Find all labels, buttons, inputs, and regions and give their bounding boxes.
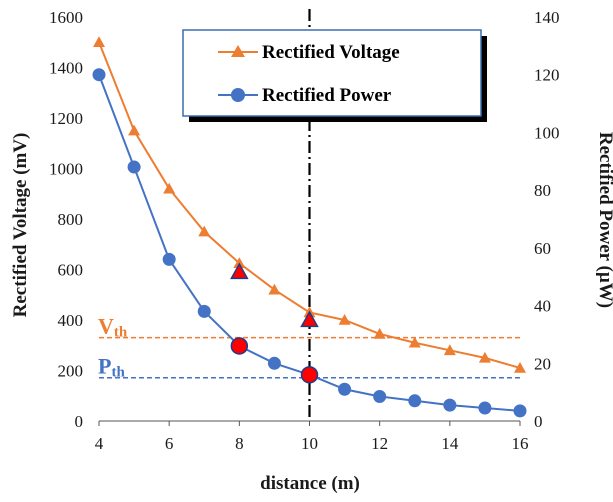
y-tick-label: 1400 [49, 59, 83, 78]
y2-tick-label: 120 [534, 66, 560, 85]
y2-tick-label: 100 [534, 123, 560, 142]
legend: Rectified Voltage Rectified Power [182, 29, 487, 122]
highlight-triangle [230, 262, 249, 280]
power-point [513, 404, 527, 418]
y-tick-label: 200 [58, 362, 84, 381]
y-axis-title: Rectified Voltage (mV) [10, 133, 31, 318]
voltage-point [408, 336, 421, 348]
x-tick-label: 8 [235, 434, 244, 453]
legend-voltage-marker [231, 45, 245, 57]
y-tick-label: 1000 [49, 160, 83, 179]
y2-tick-label: 140 [534, 8, 560, 27]
x-axis-title: distance (m) [260, 473, 360, 494]
y2-axis-title: Rectified Power (µW) [595, 132, 613, 308]
y-tick-label: 600 [58, 261, 84, 280]
power-point [338, 382, 352, 396]
power-point [127, 160, 141, 174]
voltage-point [93, 36, 105, 48]
y-tick-label: 400 [58, 311, 84, 330]
power-point [92, 68, 106, 82]
voltage-point [128, 124, 141, 136]
highlight-markers [230, 262, 319, 384]
x-tick-label: 6 [165, 434, 174, 453]
voltage-point [443, 344, 456, 356]
y-tick-label: 800 [58, 210, 84, 229]
power-point [373, 389, 387, 403]
voltage-point [338, 314, 351, 325]
y-tick-label: 1600 [49, 8, 83, 27]
highlight-triangle [300, 310, 319, 328]
y2-tick-label: 80 [534, 181, 551, 200]
axes: 4 6 8 10 12 14 1602004006008001000120014001600… [49, 8, 560, 453]
y2-tick-label: 40 [534, 297, 551, 316]
threshold-label: Pth [98, 354, 125, 381]
power-point [267, 356, 281, 370]
y2-tick-label: 20 [534, 354, 551, 373]
legend-box [182, 29, 482, 117]
y2-tick-label: 0 [534, 412, 543, 431]
highlight-circle [300, 366, 319, 384]
voltage-point [478, 351, 491, 363]
y2-tick-label: 60 [534, 239, 551, 258]
power-point [478, 401, 492, 415]
power-point [443, 398, 457, 412]
legend-voltage-label: Rectified Voltage [262, 42, 400, 63]
x-tick-label: 16 [512, 434, 529, 453]
voltage-point [163, 182, 176, 194]
highlight-circle [230, 337, 249, 355]
power-point [162, 252, 176, 266]
x-tick-label: 14 [441, 434, 459, 453]
x-tick-label: 4 [95, 434, 104, 453]
voltage-point [198, 225, 211, 237]
y-tick-label: 1200 [49, 109, 83, 128]
legend-power-marker [231, 88, 245, 102]
voltage-point [268, 283, 281, 295]
voltage-point [514, 361, 526, 373]
voltage-point [373, 327, 386, 339]
power-point [197, 304, 211, 318]
x-tick-label: 10 [301, 434, 318, 453]
y-tick-label: 0 [75, 412, 84, 431]
power-point [408, 394, 422, 408]
legend-power-label: Rectified Power [262, 85, 392, 106]
x-tick-label: 12 [371, 434, 388, 453]
threshold-label: Vth [98, 314, 128, 341]
